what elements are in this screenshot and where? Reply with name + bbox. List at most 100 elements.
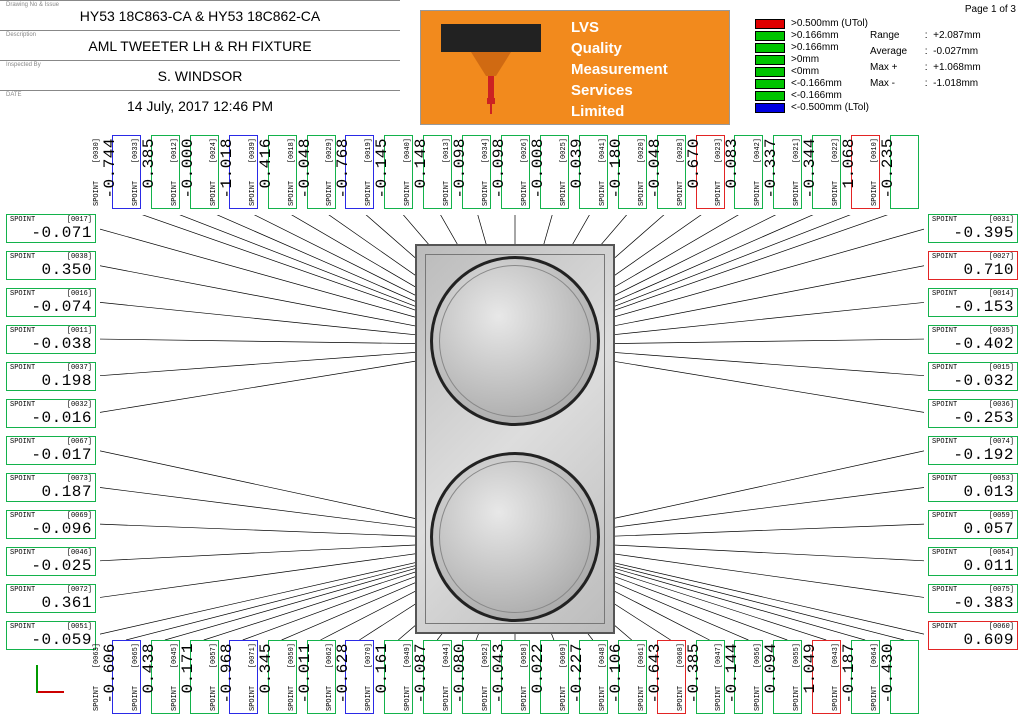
spoint-label: SPOINT bbox=[10, 623, 35, 631]
spoint-value: -0.744 bbox=[101, 138, 119, 206]
spoint-value: -0.643 bbox=[646, 643, 664, 711]
spoint-value: -0.043 bbox=[490, 643, 508, 711]
spoint-value: -0.344 bbox=[801, 138, 819, 206]
spoint-id: [0063] bbox=[93, 643, 101, 668]
spoint-label: SPOINT bbox=[638, 686, 646, 711]
spoint-id: [0054] bbox=[989, 549, 1014, 557]
measurement-box: SPOINT[0067] -0.017 bbox=[6, 436, 96, 465]
spoint-label: SPOINT bbox=[932, 438, 957, 446]
spoint-id: [0010] bbox=[871, 138, 879, 163]
measurement-box: SPOINT[0016] -0.074 bbox=[6, 288, 96, 317]
spoint-value: 0.438 bbox=[140, 643, 158, 711]
desc-value: AML TWEETER LH & RH FIXTURE bbox=[6, 38, 394, 54]
spoint-value: -0.192 bbox=[932, 446, 1014, 464]
measurement-box: SPOINT[0036] -0.253 bbox=[928, 399, 1018, 428]
spoint-label: SPOINT bbox=[10, 512, 35, 520]
spoint-label: SPOINT bbox=[932, 401, 957, 409]
company-text: LVS Quality Measurement Services Limited bbox=[561, 11, 729, 124]
spoint-id: [0013] bbox=[443, 138, 451, 163]
spoint-label: SPOINT bbox=[10, 253, 35, 261]
measurement-box: SPOINT[0031] -0.395 bbox=[928, 214, 1018, 243]
axis-indicator bbox=[30, 659, 70, 699]
spoint-id: [0074] bbox=[989, 438, 1014, 446]
spoint-label: SPOINT bbox=[10, 327, 35, 335]
spoint-value: -0.016 bbox=[10, 409, 92, 427]
measurement-box: SPOINT[0010] -0.235 bbox=[890, 135, 919, 209]
spoint-value: 0.022 bbox=[529, 643, 547, 711]
spoint-label: SPOINT bbox=[288, 686, 296, 711]
spoint-label: SPOINT bbox=[249, 181, 257, 206]
spoint-id: [0059] bbox=[989, 512, 1014, 520]
spoint-value: -0.106 bbox=[607, 643, 625, 711]
spoint-label: SPOINT bbox=[210, 181, 218, 206]
legend-label: <-0.500mm (LTol) bbox=[791, 102, 869, 113]
spoint-label: SPOINT bbox=[443, 686, 451, 711]
legend-label: <-0.166mm bbox=[791, 78, 842, 89]
spoint-id: [0060] bbox=[989, 623, 1014, 631]
spoint-label: SPOINT bbox=[132, 686, 140, 711]
drawing-value: HY53 18C863-CA & HY53 18C862-CA bbox=[6, 8, 394, 24]
spoint-id: [0072] bbox=[67, 586, 92, 594]
spoint-id: [0021] bbox=[793, 138, 801, 163]
measurement-box: SPOINT[0015] -0.032 bbox=[928, 362, 1018, 391]
spoint-label: SPOINT bbox=[93, 181, 101, 206]
spoint-label: SPOINT bbox=[521, 181, 529, 206]
spoint-label: SPOINT bbox=[677, 181, 685, 206]
spoint-id: [0075] bbox=[989, 586, 1014, 594]
spoint-value: -0.080 bbox=[451, 643, 469, 711]
spoint-id: [0069] bbox=[560, 643, 568, 668]
spoint-value: 0.057 bbox=[932, 520, 1014, 538]
company-l5: Limited bbox=[571, 101, 729, 122]
spoint-value: 0.161 bbox=[373, 643, 391, 711]
spoint-id: [0069] bbox=[67, 512, 92, 520]
spoint-id: [0020] bbox=[638, 138, 646, 163]
spoint-id: [0035] bbox=[989, 327, 1014, 335]
spoint-id: [0022] bbox=[832, 138, 840, 163]
measurement-box: SPOINT [0069] -0.096 bbox=[6, 510, 96, 539]
spoint-value: -0.395 bbox=[932, 224, 1014, 242]
spoint-value: -0.048 bbox=[646, 138, 664, 206]
spoint-label: SPOINT bbox=[171, 686, 179, 711]
spoint-value: -0.144 bbox=[723, 643, 741, 711]
company-l2: Quality bbox=[571, 38, 729, 59]
measurement-box: SPOINT[0017] -0.071 bbox=[6, 214, 96, 243]
spoint-id: [0068] bbox=[677, 643, 685, 668]
spoint-id: [0053] bbox=[989, 475, 1014, 483]
company-logo: LVS Quality Measurement Services Limited bbox=[420, 10, 730, 125]
spoint-value: -0.074 bbox=[10, 298, 92, 316]
legend-label: <0mm bbox=[791, 66, 819, 77]
logo-icon bbox=[421, 11, 561, 124]
spoint-value: -0.606 bbox=[101, 643, 119, 711]
legend-swatch bbox=[755, 31, 785, 41]
spoint-id: [0057] bbox=[210, 643, 218, 668]
spoint-value: 0.148 bbox=[412, 138, 430, 206]
spoint-value: -0.017 bbox=[10, 446, 92, 464]
spoint-label: SPOINT bbox=[10, 549, 35, 557]
measurement-box: SPOINT[0027] 0.710 bbox=[928, 251, 1018, 280]
spoint-value: -0.048 bbox=[296, 138, 314, 206]
spoint-label: SPOINT bbox=[599, 686, 607, 711]
spoint-label: SPOINT bbox=[793, 181, 801, 206]
spoint-id: [0011] bbox=[67, 327, 92, 335]
legend-swatch bbox=[755, 67, 785, 77]
measurement-box: SPOINT [0074] -0.192 bbox=[928, 436, 1018, 465]
spoint-value: -0.402 bbox=[932, 335, 1014, 353]
measurement-box: SPOINT[0014] -0.153 bbox=[928, 288, 1018, 317]
spoint-label: SPOINT bbox=[10, 475, 35, 483]
spoint-label: SPOINT bbox=[932, 475, 957, 483]
spoint-label: SPOINT bbox=[10, 438, 35, 446]
measurement-box: SPOINT[0051] -0.059 bbox=[6, 621, 96, 650]
spoint-value: -0.096 bbox=[10, 520, 92, 538]
spoint-id: [0025] bbox=[560, 138, 568, 163]
spoint-id: [0024] bbox=[210, 138, 218, 163]
spoint-label: SPOINT bbox=[521, 686, 529, 711]
spoint-label: SPOINT bbox=[10, 586, 35, 594]
spoint-value: -0.235 bbox=[879, 138, 897, 206]
spoint-value: -0.968 bbox=[218, 643, 236, 711]
measurement-box: SPOINT[0053] 0.013 bbox=[928, 473, 1018, 502]
legend-label: >0mm bbox=[791, 54, 819, 65]
spoint-id: [0071] bbox=[249, 643, 257, 668]
spoint-value: -0.098 bbox=[451, 138, 469, 206]
spoint-label: SPOINT bbox=[249, 686, 257, 711]
spoint-value: 0.187 bbox=[10, 483, 92, 501]
